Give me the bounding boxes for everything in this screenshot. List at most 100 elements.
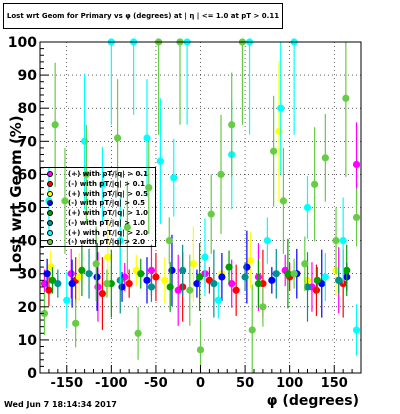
data-point (61, 197, 69, 205)
legend-label: (-) with pT/|q| > 2.0 (68, 238, 145, 247)
legend-label: (-) with pT/|q| > 1.0 (68, 218, 145, 227)
data-point (263, 237, 271, 245)
data-point (143, 134, 151, 142)
data-point (54, 280, 62, 288)
data-point (243, 263, 251, 271)
data-point (143, 276, 151, 284)
x-tick-label: 150 (321, 376, 348, 391)
legend-entry: (+) with pT/|q| > 0.1 (41, 169, 157, 179)
data-point (161, 276, 169, 284)
data-point (228, 280, 236, 288)
y-tick-label: 10 (18, 333, 38, 349)
data-point (313, 276, 321, 284)
y-tick-label: 100 (8, 35, 37, 51)
data-point (103, 280, 111, 288)
legend-label: (+) with pT/|q| > 0.5 (68, 189, 148, 198)
data-point (68, 280, 76, 288)
y-tick-label: 40 (18, 234, 38, 250)
x-tick-label: 0 (196, 376, 205, 391)
series-8 (40, 38, 361, 373)
y-axis-label: Lost wrt Geom (%) (7, 115, 25, 272)
x-tick-label: 50 (236, 376, 254, 391)
data-point (134, 329, 142, 337)
data-point (75, 273, 83, 281)
y-tick-label: 0 (27, 366, 37, 382)
data-point (94, 283, 102, 291)
legend-label: (+) with pT/|q| > 1.0 (68, 209, 148, 217)
series-5 (48, 238, 351, 318)
data-point (241, 273, 249, 281)
data-point (48, 276, 57, 284)
data-point (279, 197, 288, 205)
legend-marker (47, 229, 53, 236)
data-point (196, 346, 205, 354)
legend-entry: (-) with pT/|q| > 0.1 (41, 179, 157, 189)
data-point (186, 286, 194, 294)
data-point (352, 326, 361, 334)
data-point (104, 253, 112, 261)
y-tick-label: 20 (18, 300, 38, 316)
data-point (248, 326, 256, 334)
legend: (+) with pT/|q| > 0.1 (-) with pT/|q| > 0… (40, 167, 156, 247)
data-point (311, 180, 319, 188)
data-point (80, 137, 89, 145)
legend-marker (47, 180, 53, 187)
chart-title: Lost wrt Geom for Primary vs φ (degrees)… (6, 12, 280, 20)
data-point (92, 260, 100, 268)
data-point (321, 154, 329, 162)
data-point (118, 283, 126, 291)
data-point (40, 280, 49, 288)
data-point (284, 270, 292, 278)
x-tick-label: 100 (276, 376, 303, 391)
data-point (98, 289, 107, 298)
data-point (217, 170, 225, 178)
y-tick-label: 30 (18, 267, 38, 283)
data-point (201, 253, 209, 261)
data-point (168, 266, 176, 274)
x-tick-label: -50 (144, 376, 168, 391)
data-point (225, 263, 233, 271)
data-point (170, 174, 178, 182)
data-point (335, 276, 343, 284)
data-point (78, 266, 86, 274)
legend-label: (-) with pT/|q| > 0.1 (68, 179, 145, 188)
data-point (303, 283, 312, 291)
legend-entry: (+) with pT/|q| > 2.0 (41, 228, 157, 238)
legend-entry: (-) with pT/|q| > 2.0 (41, 237, 157, 247)
data-point (113, 134, 122, 142)
data-point (246, 256, 255, 265)
y-tick-label: 80 (18, 101, 38, 117)
data-point (339, 237, 347, 245)
legend-marker (47, 210, 53, 216)
data-point (207, 210, 215, 218)
legend-marker (47, 239, 53, 246)
data-point (268, 276, 276, 284)
data-point (277, 104, 285, 112)
legend-marker (47, 219, 53, 226)
data-point (254, 280, 263, 288)
x-tick-label: -100 (95, 376, 128, 391)
y-tick-label: 60 (18, 167, 38, 183)
data-point (152, 273, 160, 281)
legend-entry: (+) with pT/|q| > 1.0 (41, 208, 157, 218)
data-point (214, 296, 222, 304)
data-point (332, 237, 340, 245)
data-point (165, 237, 173, 245)
data-point (342, 94, 350, 102)
data-point (352, 160, 361, 169)
data-point (189, 260, 197, 268)
data-point (147, 283, 156, 291)
legend-entry: (-) with pT/|q| > 0.5 (41, 198, 157, 208)
data-point (47, 263, 55, 271)
data-point (275, 127, 283, 135)
data-point (156, 157, 164, 165)
data-point (85, 270, 93, 278)
data-point (116, 237, 124, 245)
data-point (51, 121, 59, 129)
y-tick-label: 70 (18, 134, 38, 150)
data-point (218, 273, 226, 281)
data-point (290, 270, 298, 278)
data-point (312, 286, 321, 294)
chart-title-box: Lost wrt Geom for Primary vs φ (degrees)… (3, 3, 283, 29)
